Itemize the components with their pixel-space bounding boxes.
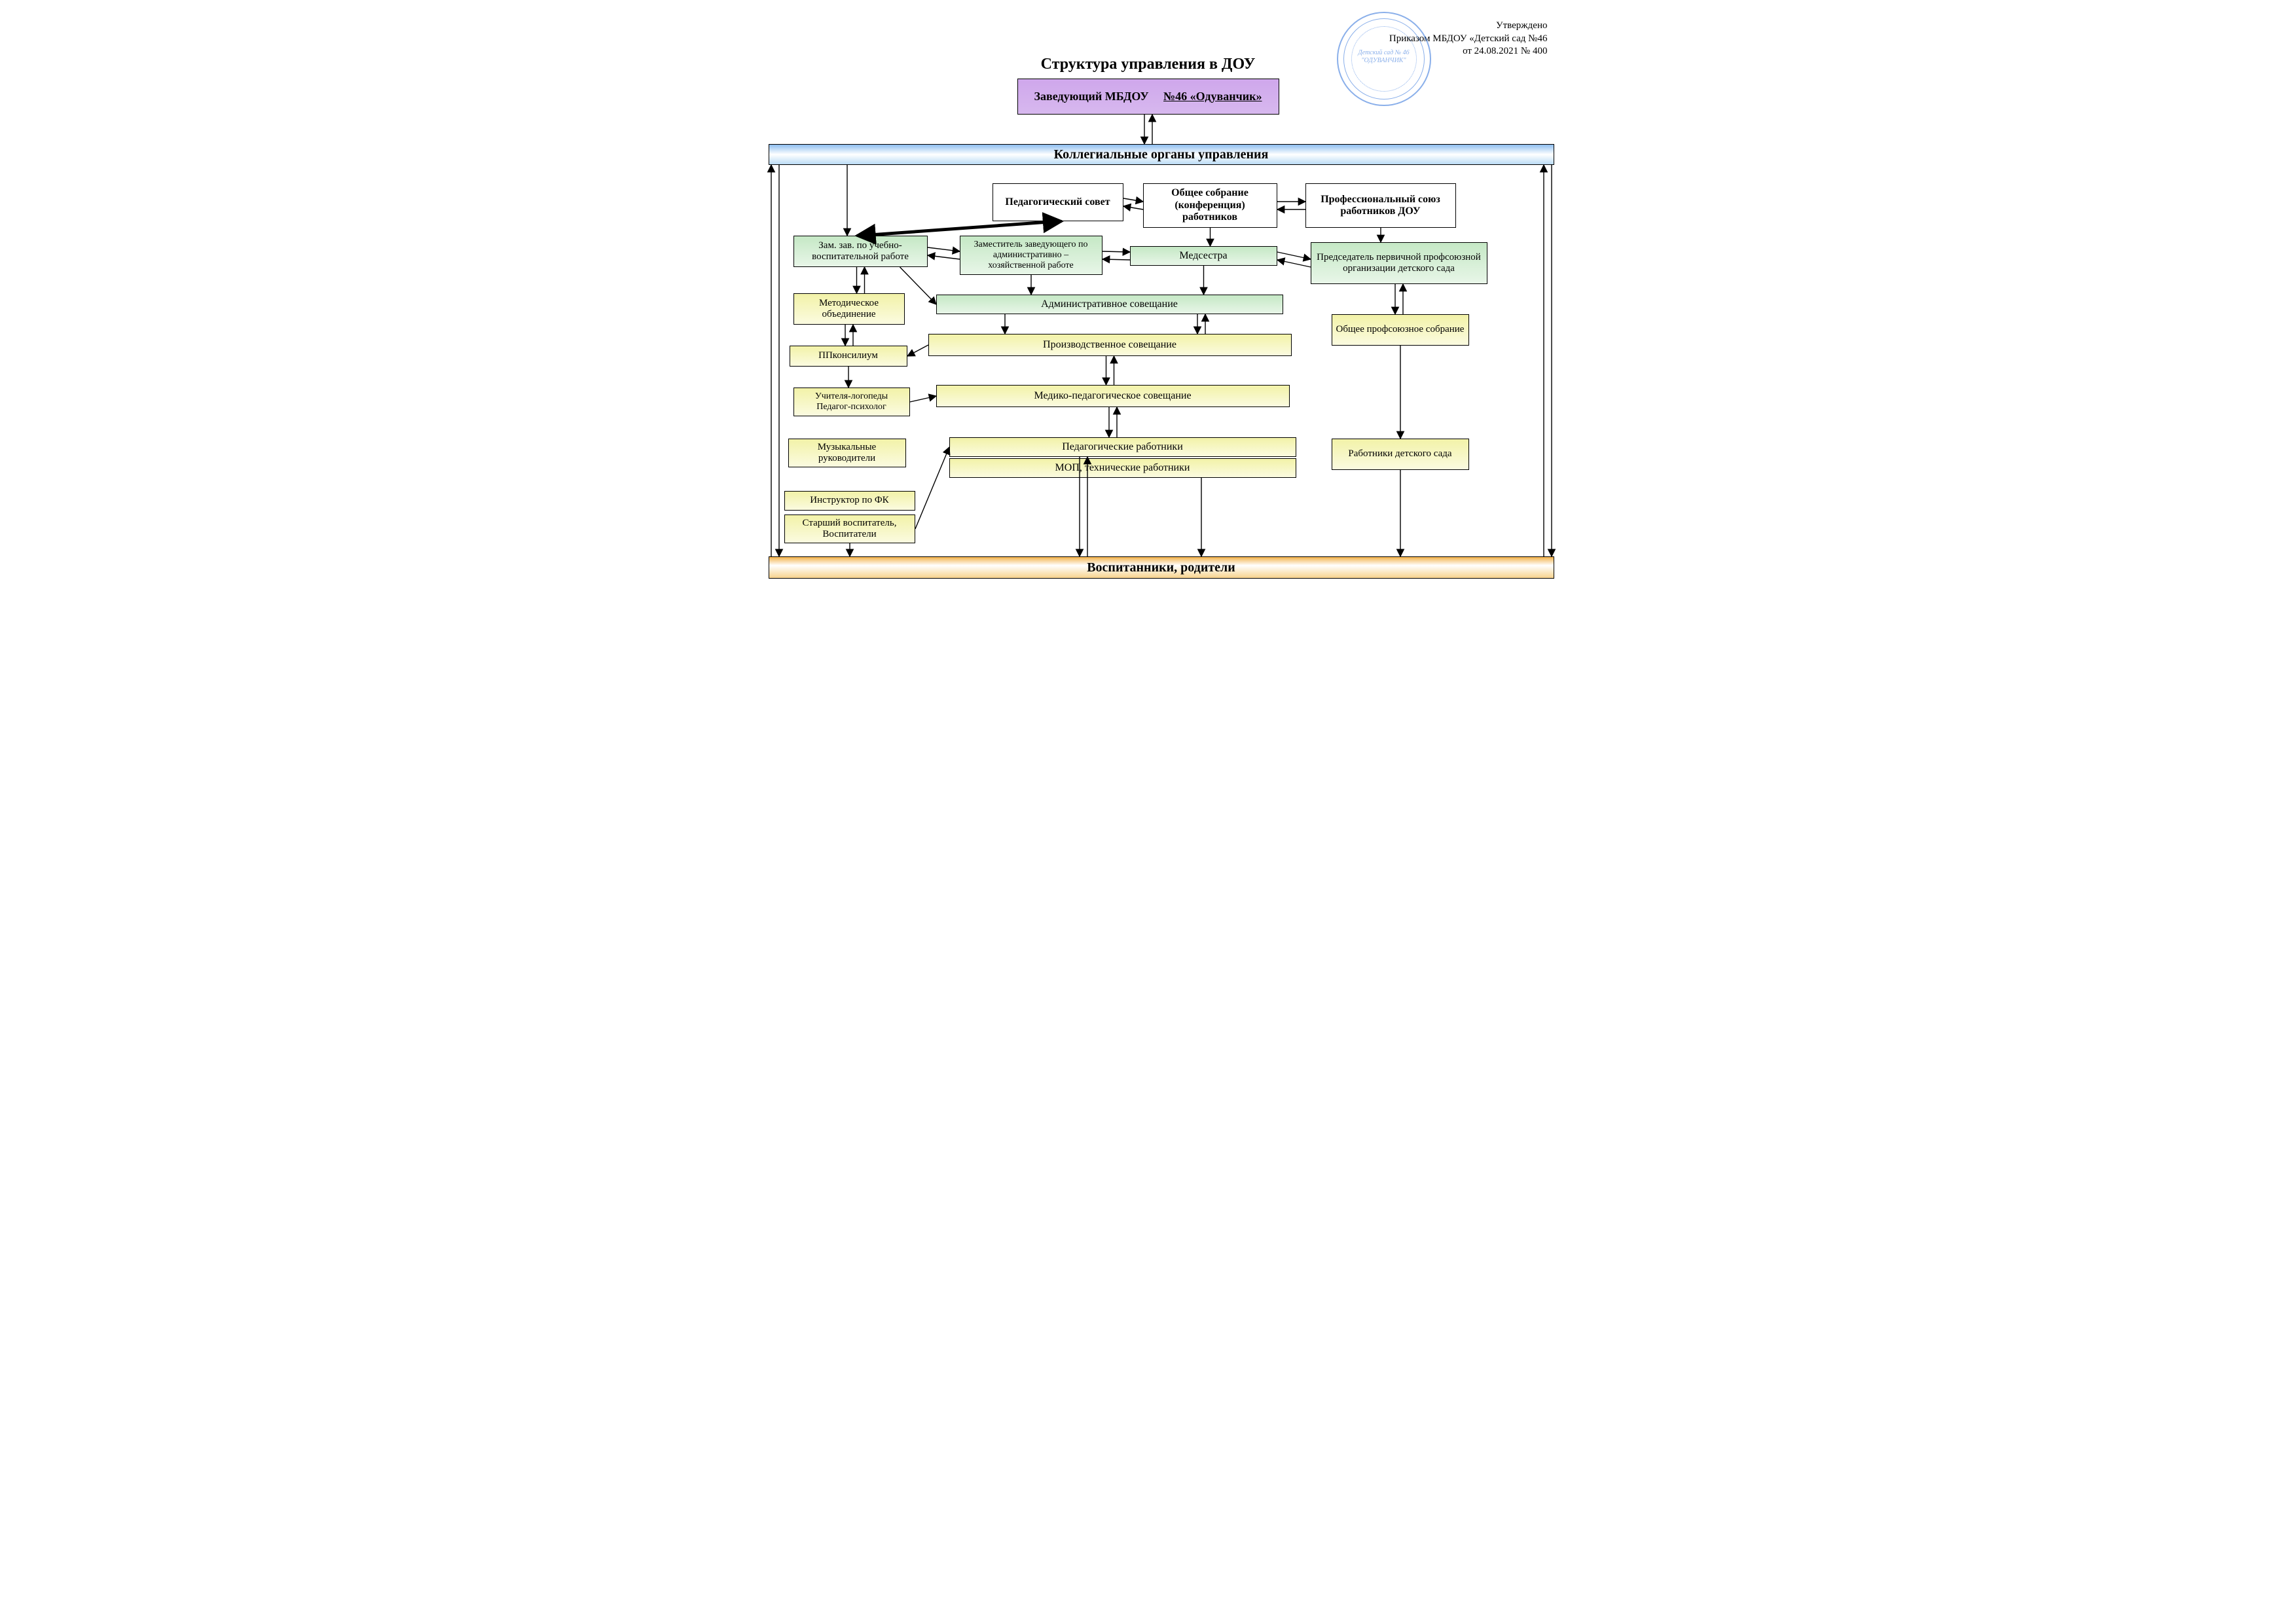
node-collegial: Коллегиальные органы управления: [769, 144, 1554, 165]
label-nurse: Медсестра: [1179, 250, 1227, 262]
label-fk: Инструктор по ФК: [810, 495, 888, 506]
label-prod-meet: Производственное совещание: [1043, 339, 1176, 351]
node-zam-ahr: Заместитель заведующего по административ…: [960, 236, 1102, 275]
node-head: Заведующий МБДОУ №46 «Одуванчик»: [1017, 79, 1279, 115]
label-mop: МОП, технические работники: [1055, 462, 1190, 474]
node-ped-workers: Педагогические работники: [949, 437, 1296, 457]
label-senior: Старший воспитатель, Воспитатели: [789, 518, 911, 541]
label-garden-workers: Работники детского сада: [1348, 448, 1451, 460]
node-ppk: ППконсилиум: [790, 346, 907, 367]
label-zam-uvr: Зам. зав. по учебно-воспитательной работ…: [798, 240, 923, 263]
label-logoped: Учителя-логопеды Педагог-психолог: [798, 391, 905, 412]
label-music: Музыкальные руководители: [793, 442, 902, 465]
node-union-head: Председатель первичной профсоюзной орган…: [1311, 242, 1487, 284]
node-admin-meet: Административное совещание: [936, 295, 1283, 314]
label-metod: Методическое объединение: [798, 298, 900, 321]
node-gen-assembly: Общее собрание (конференция) работников: [1143, 183, 1277, 228]
node-nurse: Медсестра: [1130, 246, 1277, 266]
diagram-stage: Утверждено Приказом МБДОУ «Детский сад №…: [723, 0, 1574, 602]
head-label-a: Заведующий МБДОУ: [1034, 90, 1148, 103]
label-ped-sovet: Педагогический совет: [1005, 196, 1110, 208]
node-metod: Методическое объединение: [793, 293, 905, 325]
label-ped-workers: Педагогические работники: [1062, 441, 1183, 453]
node-prod-meet: Производственное совещание: [928, 334, 1292, 356]
label-medped: Медико-педагогическое совещание: [1034, 390, 1191, 402]
node-senior: Старший воспитатель, Воспитатели: [784, 514, 915, 543]
label-union-head: Председатель первичной профсоюзной орган…: [1315, 252, 1483, 275]
node-mop: МОП, технические работники: [949, 458, 1296, 478]
node-union-meet: Общее профсоюзное собрание: [1332, 314, 1469, 346]
head-label-b: №46 «Одуванчик»: [1163, 90, 1262, 103]
label-zam-ahr: Заместитель заведующего по административ…: [964, 240, 1098, 271]
label-prof-union: Профессиональный союз работников ДОУ: [1310, 194, 1451, 218]
node-logoped: Учителя-логопеды Педагог-психолог: [793, 388, 910, 416]
label-gen-assembly: Общее собрание (конференция) работников: [1148, 187, 1273, 223]
node-zam-uvr: Зам. зав. по учебно-воспитательной работ…: [793, 236, 928, 267]
node-pupils: Воспитанники, родители: [769, 556, 1554, 579]
label-union-meet: Общее профсоюзное собрание: [1336, 324, 1465, 335]
node-fk: Инструктор по ФК: [784, 491, 915, 511]
node-ped-sovet: Педагогический совет: [993, 183, 1123, 221]
node-prof-union: Профессиональный союз работников ДОУ: [1305, 183, 1456, 228]
page-title: Структура управления в ДОУ: [723, 56, 1574, 73]
node-medped: Медико-педагогическое совещание: [936, 385, 1290, 407]
label-ppk: ППконсилиум: [818, 350, 878, 361]
label-collegial: Коллегиальные органы управления: [1054, 147, 1269, 162]
node-garden-workers: Работники детского сада: [1332, 439, 1469, 470]
node-music: Музыкальные руководители: [788, 439, 906, 467]
label-admin-meet: Административное совещание: [1041, 298, 1178, 310]
label-pupils: Воспитанники, родители: [1087, 560, 1235, 575]
